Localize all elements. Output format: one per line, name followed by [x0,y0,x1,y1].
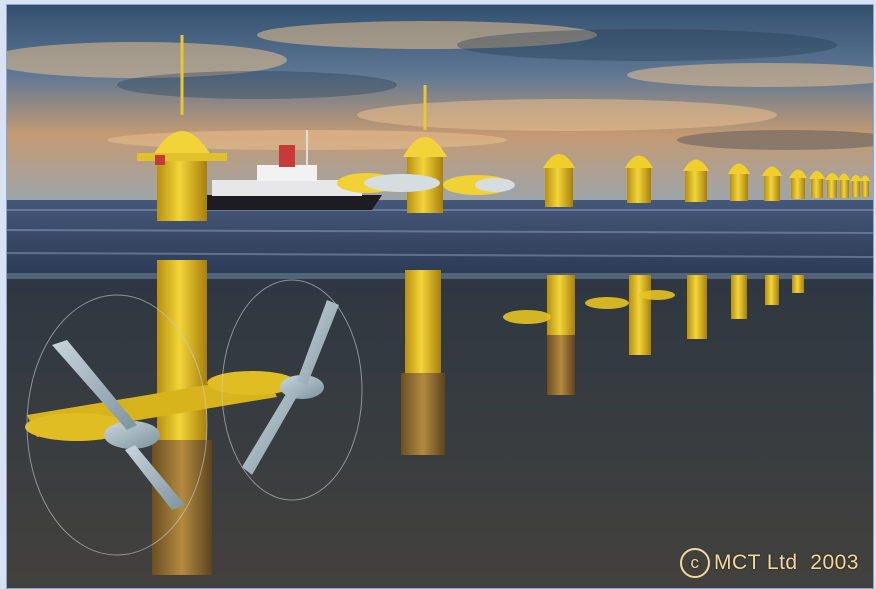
ship [202,130,382,210]
copyright-symbol-icon: c [679,548,710,578]
copyright-caption: c MCT Ltd 2003 [679,548,859,578]
copyright-text: MCT Ltd 2003 [713,551,859,574]
tidal-turbine-scene [7,5,873,588]
middle-turbine-pylon [337,85,515,455]
front-turbine-pylon [25,35,363,575]
image-frame: c MCT Ltd 2003 [6,4,874,589]
